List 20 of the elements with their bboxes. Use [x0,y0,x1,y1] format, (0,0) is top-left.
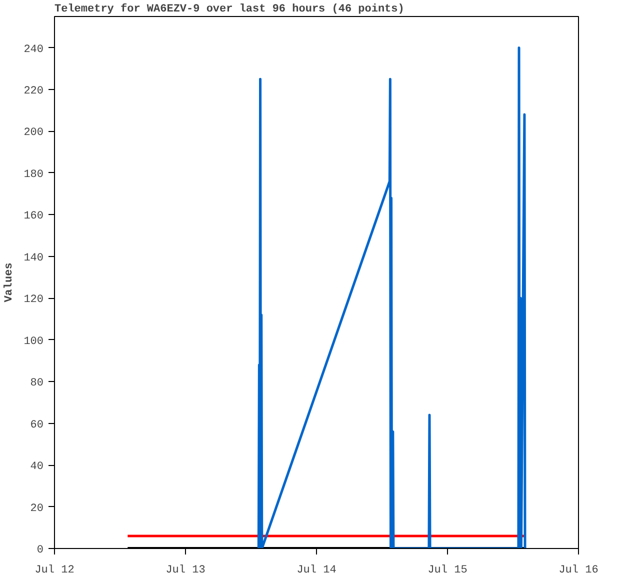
y-tick-label: 0 [36,544,44,556]
x-tick-label: Jul 12 [34,564,74,576]
x-tick-label: Jul 16 [558,564,598,576]
y-tick-label: 220 [24,86,44,98]
x-tick-label: Jul 15 [428,564,468,576]
y-tick-label: 200 [24,127,44,140]
y-tick-label: 140 [24,252,44,264]
x-tick-label: Jul 13 [166,564,206,576]
x-tick-label: Jul 14 [296,564,337,576]
y-tick-label: 40 [30,461,44,474]
y-tick-label: 160 [24,210,44,223]
y-tick-label: 20 [30,502,44,515]
y-tick-label: 80 [30,378,44,390]
chart-title: Telemetry for WA6EZV-9 over last 96 hours (46 points) [54,2,404,16]
y-tick-label: 100 [24,336,44,348]
y-tick-label: 60 [30,419,44,432]
y-tick-label: 240 [24,44,44,56]
y-tick-label: 180 [24,168,44,181]
y-tick-label: 120 [24,294,44,306]
y-axis-title: Values [4,262,16,302]
